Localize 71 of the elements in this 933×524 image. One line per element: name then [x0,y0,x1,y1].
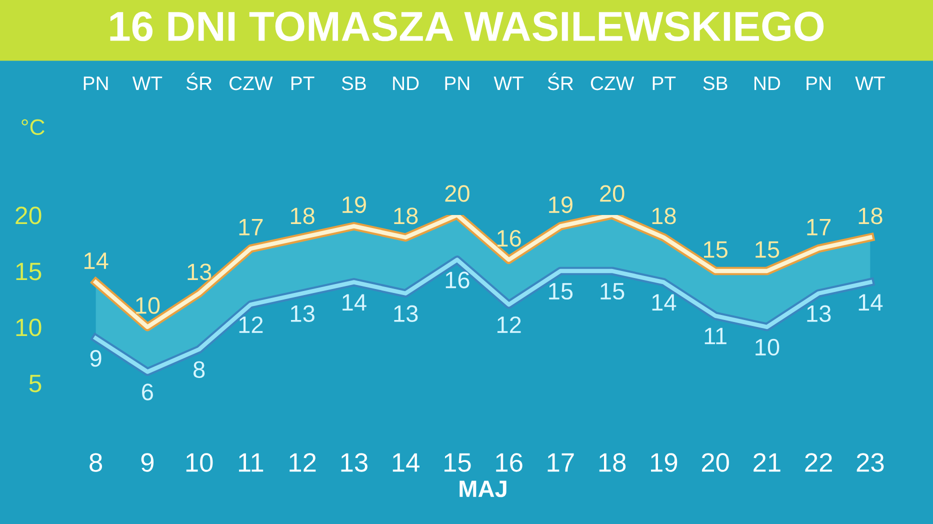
text: SB [703,76,728,90]
x-tick-label: 23 [856,453,884,472]
text: ND [393,76,419,90]
text: PT [652,76,676,90]
text: WT [132,76,162,90]
x-tick-label: 13 [341,453,368,472]
text: ŚR [186,72,212,90]
data-label: 14 [84,252,108,269]
x-tick-label: 21 [754,453,780,472]
y-tick-label: 5 [29,374,42,392]
data-label: 14 [858,294,883,311]
x-tick-label: 19 [651,453,678,472]
data-label: 19 [549,196,572,214]
text: WT [855,76,885,90]
data-label: 8 [194,361,205,378]
data-label: 13 [807,305,831,322]
data-label: 12 [239,316,263,333]
data-label: 13 [394,305,418,322]
data-label: 17 [807,219,831,236]
data-label: 13 [290,305,314,322]
x-tick-label: 8 [90,453,102,472]
data-label: 10 [136,297,160,314]
data-label: 10 [756,338,780,356]
y-tick-label: 15 [16,262,42,280]
x-tick-label: 16 [496,453,522,472]
data-label: 15 [756,241,780,258]
x-tick-label: 17 [548,453,574,472]
data-label: 18 [290,208,314,224]
x-tick-label: 9 [141,453,154,472]
y-tick-label: 10 [16,318,42,336]
data-label: 18 [652,208,676,224]
text: PN [445,76,470,90]
y-tick-label: 20 [16,206,42,224]
data-label: 16 [497,230,521,247]
y-axis-title: °C [22,119,44,136]
data-label: 17 [239,219,263,236]
text: PT [291,76,314,90]
data-label: 20 [600,185,624,202]
data-label: 14 [652,294,676,311]
data-label: 15 [549,283,573,300]
data-label: 19 [342,196,366,214]
data-label: 18 [394,208,418,224]
x-tick-label: 18 [599,453,626,472]
x-tick-label: 12 [290,453,316,472]
data-label: 9 [90,350,102,367]
text: ŚR [548,72,574,90]
x-tick-label: 11 [239,453,264,472]
x-tick-label: 20 [702,453,729,472]
data-label: 6 [142,384,153,400]
text: PN [84,76,108,90]
data-label: 14 [342,294,366,311]
x-tick-label: 14 [392,453,420,472]
data-label: 15 [600,283,624,300]
data-label: 18 [858,208,882,224]
data-label: 13 [188,264,212,280]
x-tick-label: 15 [444,453,471,472]
data-label: 20 [445,185,470,202]
x-tick-label: 10 [186,453,213,472]
text: CZW [230,76,273,90]
x-tick-label: 22 [805,453,832,472]
data-label: 11 [704,328,726,344]
data-label: 16 [446,272,470,288]
x-axis-title: MAJ [460,480,506,498]
text: WT [494,76,524,90]
text: SB [342,76,366,90]
data-label: 12 [497,316,521,333]
text: ND [754,76,780,90]
data-label: 15 [704,241,728,258]
text: PN [806,76,830,90]
chart-title: 16 DNI TOMASZA WASILEWSKIEGO [110,12,824,42]
text: CZW [590,76,634,90]
